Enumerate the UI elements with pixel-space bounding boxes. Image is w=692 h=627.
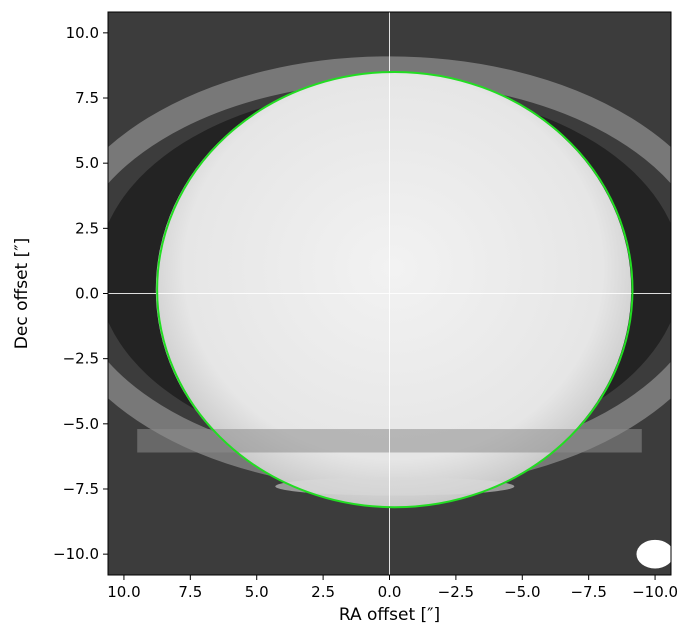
- y-tick-label: 0.0: [75, 285, 99, 303]
- x-tick-label: −5.0: [504, 583, 540, 601]
- y-axis-label: Dec offset [″]: [12, 238, 32, 349]
- y-tick-label: −10.0: [53, 545, 99, 563]
- x-tick-label: −10.0: [632, 583, 678, 601]
- y-tick-label: 2.5: [75, 219, 99, 237]
- beam-ellipse: [636, 539, 671, 569]
- disk-band: [275, 477, 515, 496]
- x-axis-ticks: 10.0 7.5 5.0 2.5 0.0 −2.5 −5.0 −7.5 −10.0: [107, 575, 678, 601]
- y-tick-label: −5.0: [63, 415, 99, 433]
- y-tick-label: −7.5: [63, 480, 99, 498]
- fit-ellipse: [156, 70, 634, 509]
- planet-disk: [155, 71, 632, 508]
- y-axis-ticks: 10.0 7.5 5.0 2.5 0.0 −2.5 −5.0 −7.5 −10.0: [53, 24, 108, 563]
- x-tick-label: 0.0: [378, 583, 402, 601]
- y-tick-label: 10.0: [66, 24, 99, 42]
- x-tick-label: 10.0: [107, 583, 140, 601]
- image-area: [108, 12, 671, 575]
- x-tick-label: −2.5: [438, 583, 474, 601]
- x-axis-label: RA offset [″]: [339, 605, 440, 625]
- x-tick-label: −7.5: [570, 583, 606, 601]
- x-tick-label: 7.5: [178, 583, 202, 601]
- y-tick-label: 7.5: [75, 89, 99, 107]
- x-tick-label: 5.0: [245, 583, 269, 601]
- y-tick-label: −2.5: [63, 350, 99, 368]
- x-tick-label: 2.5: [311, 583, 335, 601]
- y-tick-label: 5.0: [75, 154, 99, 172]
